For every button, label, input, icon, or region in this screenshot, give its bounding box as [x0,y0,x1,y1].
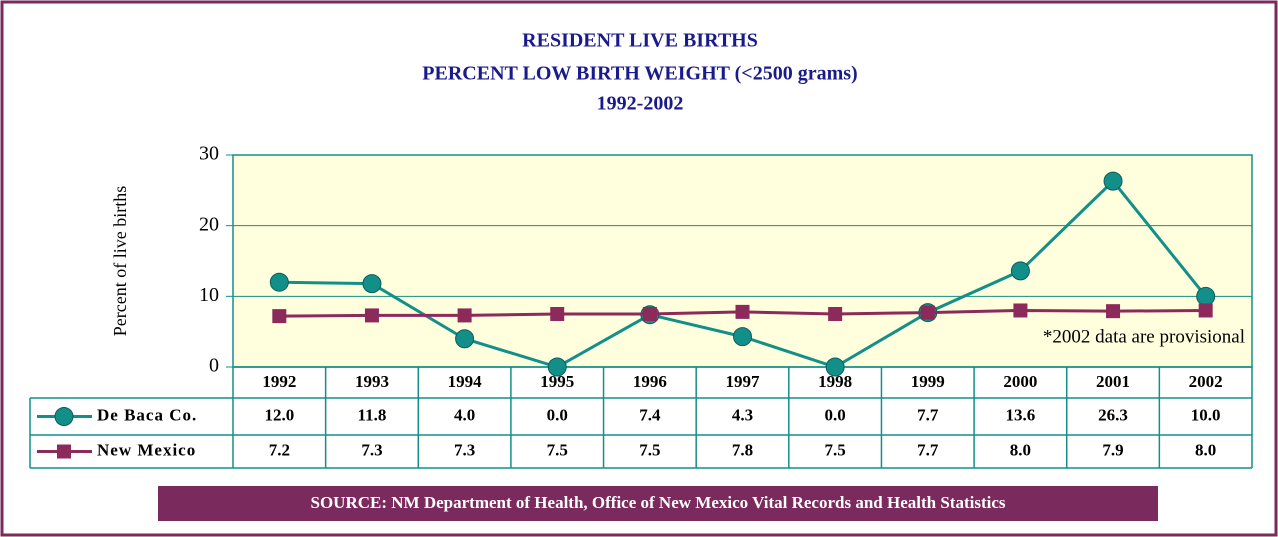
point [920,305,935,320]
data-label: 7.7 [917,405,939,424]
point [1198,303,1213,318]
point [550,307,565,321]
data-label: 0.0 [825,405,846,424]
point [825,357,845,377]
x-tick-label: 2000 [1003,372,1037,391]
chart-title: 1992-2002 [597,93,684,115]
y-axis-label: Percent of live births [110,186,130,336]
data-label: 7.2 [269,440,290,459]
x-tick-label: 1998 [818,372,852,391]
data-label: 10.0 [1191,405,1221,424]
point [1106,304,1121,319]
x-tick-label: 1993 [355,372,389,391]
point [1103,171,1123,191]
point [362,274,382,294]
point [1196,286,1216,306]
annotation: *2002 data are provisional [1043,326,1245,347]
data-label: 7.5 [825,440,846,459]
point [547,357,567,377]
x-tick-label: 1994 [448,372,483,391]
point [1010,261,1030,281]
data-label: 7.7 [917,440,939,459]
source-box [158,486,1158,521]
y-tick-label: 30 [199,143,219,165]
data-label: 4.3 [732,405,753,424]
data-label: 12.0 [264,405,294,424]
x-tick-label: 1992 [262,372,296,391]
x-tick-label: 1997 [726,372,761,391]
point [735,304,750,319]
data-label: 4.0 [454,405,475,424]
data-label: 8.0 [1010,440,1031,459]
data-label: 8.0 [1195,440,1216,459]
data-label: 7.4 [639,405,661,424]
data-label: 7.3 [361,440,382,459]
point [642,307,657,321]
x-tick-label: 2002 [1189,372,1223,391]
data-label: 26.3 [1098,405,1128,424]
legend-marker [54,407,74,426]
data-label: 7.8 [732,440,753,459]
x-tick-label: 1999 [911,372,945,391]
chart-title: PERCENT LOW BIRTH WEIGHT (<2500 grams) [422,63,857,85]
data-label: 7.3 [454,440,475,459]
point [364,308,379,323]
point [828,307,843,321]
legend-label: De Baca Co. [97,405,197,424]
y-tick-label: 10 [199,284,219,306]
source: SOURCE: NM Department of Health, Office … [311,493,1006,512]
x-tick-label: 1995 [540,372,574,391]
data-label: 13.6 [1006,405,1036,424]
point [272,309,287,324]
data-label: 0.0 [547,405,568,424]
legend-marker [57,444,71,459]
data-label: 11.8 [358,405,387,424]
y-tick-label: 0 [209,355,219,377]
legend-label: New Mexico [97,440,196,459]
data-label: 7.5 [639,440,660,459]
data-label: 7.9 [1102,440,1123,459]
point [1013,303,1028,318]
x-tick-label: 2001 [1096,372,1130,391]
chart-title: RESIDENT LIVE BIRTHS [522,30,758,52]
data-label: 7.5 [547,440,568,459]
point [457,308,472,323]
point [733,327,752,347]
x-tick-label: 1996 [633,372,667,391]
point [269,272,289,292]
point [455,329,475,349]
y-tick-label: 20 [199,213,219,235]
